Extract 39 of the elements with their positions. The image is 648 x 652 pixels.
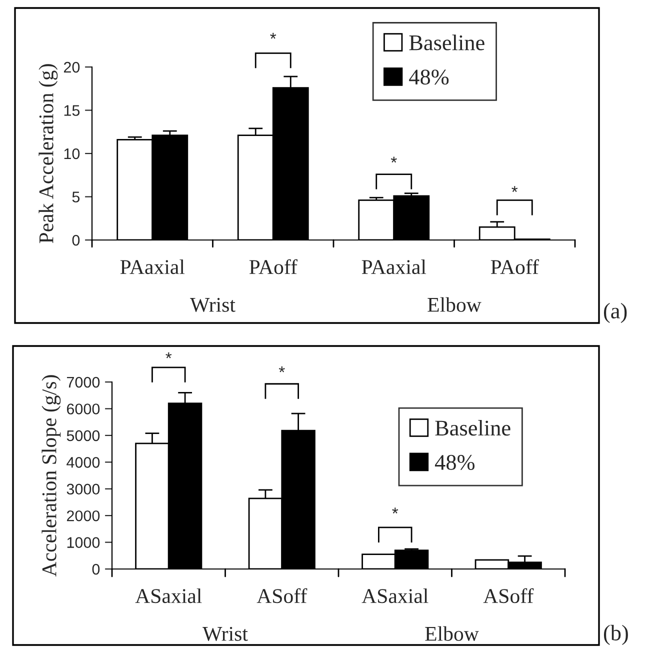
x-tick-label: ASoff [483, 588, 534, 604]
x-tick-label: PAaxial [362, 259, 426, 274]
y-tick-label: 2000 [66, 510, 100, 522]
y-tick-label: 5 [72, 192, 80, 202]
y-axis-title: Acceleration Slope (g/s) [42, 375, 61, 577]
annotation: * [392, 508, 398, 514]
text: Elbow [425, 626, 479, 641]
text: (b) [604, 624, 628, 645]
legend-label: Baseline [409, 34, 484, 50]
y-tick-label: 15 [64, 105, 80, 116]
y-tick-label: 10 [64, 148, 80, 160]
legend-label: Baseline [435, 420, 510, 436]
text: Wrist [202, 626, 248, 641]
x-tick-label: PAoff [249, 259, 298, 274]
y-tick-label: 6000 [66, 404, 100, 414]
x-tick-label: PAoff [490, 259, 539, 274]
annotation: * [390, 156, 397, 163]
x-tick-label: PAaxial [120, 259, 185, 274]
y-tick-label: 5000 [66, 430, 100, 442]
text: Wrist [190, 298, 236, 312]
y-tick-label: 4000 [66, 457, 100, 468]
y-axis-title: Peak Acceleration (g) [38, 64, 58, 244]
y-tick-label: 0 [92, 564, 100, 575]
annotation: * [512, 186, 518, 192]
legend-label: 48% [409, 70, 449, 85]
legend-label: 48% [434, 454, 475, 470]
text: (a) [604, 302, 627, 323]
text: * [166, 352, 172, 358]
text: Elbow [428, 297, 482, 312]
y-tick-label: 1000 [67, 537, 100, 548]
y-tick-label: 3000 [66, 484, 100, 495]
x-tick-label: ASaxial [135, 588, 202, 604]
x-tick-label: ASaxial [362, 588, 428, 604]
y-tick-label: 20 [64, 62, 80, 73]
text: * [278, 366, 285, 372]
text: * [270, 32, 276, 39]
y-tick-label: 0 [72, 234, 80, 246]
x-tick-label: ASoff [256, 588, 308, 604]
y-tick-label: 7000 [66, 376, 100, 388]
